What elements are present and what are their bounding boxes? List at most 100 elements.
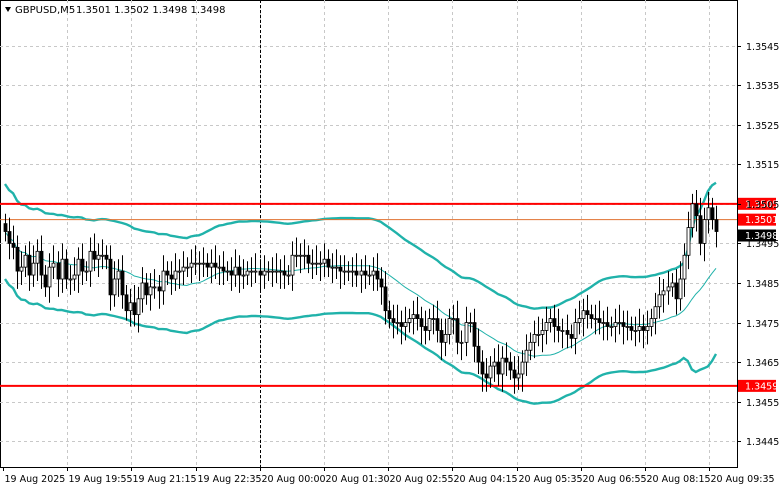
candle-bear	[391, 318, 396, 323]
candle-bull	[609, 326, 614, 328]
candle-bull	[690, 203, 695, 228]
candle-bull	[706, 207, 711, 221]
candle-bull	[346, 270, 351, 273]
candle-bear	[144, 282, 149, 296]
candle-bull	[367, 274, 372, 277]
y-tick-label: 1.3505	[746, 200, 779, 211]
bollinger-lower	[4, 278, 718, 405]
candle-bull	[548, 318, 553, 323]
candle-bull	[560, 330, 565, 332]
candle-bear	[11, 242, 16, 248]
candle-bear	[15, 246, 20, 272]
candle-bear	[415, 314, 420, 319]
candle-bull	[492, 361, 497, 367]
candle-bear	[484, 373, 489, 379]
candle-bull	[201, 262, 206, 265]
candle-bull	[653, 306, 658, 319]
candle-bull	[152, 286, 157, 289]
candle-bear	[569, 334, 574, 339]
candle-bear	[169, 274, 174, 280]
candle-bear	[92, 250, 97, 260]
candle-bull	[528, 341, 533, 351]
y-tick-label: 1.3465	[746, 358, 779, 369]
candle-bear	[326, 258, 331, 268]
price-axis: 1.35451.35351.35251.35151.35051.34951.34…	[737, 42, 779, 448]
candle-bear	[694, 203, 699, 217]
y-tick-label: 1.3545	[746, 42, 779, 53]
candle-bull	[500, 357, 505, 375]
candle-bull	[661, 290, 666, 296]
candle-bear	[56, 262, 61, 280]
candle-bear	[476, 345, 481, 363]
candle-bull	[136, 298, 141, 316]
candle-bull	[290, 254, 295, 276]
candle-bull	[601, 322, 606, 324]
candle-bear	[597, 318, 602, 323]
candle-bear	[213, 262, 218, 268]
candle-bear	[39, 250, 44, 276]
x-tick-label: 19 Aug 22:35	[198, 474, 262, 485]
candle-bull	[395, 322, 400, 324]
candle-bull	[128, 302, 133, 312]
candle-bear	[379, 278, 384, 288]
candle-bull	[31, 262, 36, 276]
candle-bull	[464, 322, 469, 343]
candle-bull	[670, 282, 675, 288]
bid-tag-label: 1.3501	[745, 215, 778, 226]
candle-bear	[698, 215, 703, 244]
candle-bear	[589, 314, 594, 319]
chart-header: GBPUSD,M5 1.3501 1.3502 1.3498 1.3498	[5, 5, 226, 16]
candle-bull	[161, 270, 166, 292]
candle-bull	[468, 322, 473, 324]
candle-bull	[185, 266, 190, 269]
y-tick-label: 1.3525	[746, 121, 779, 132]
x-tick-label: 19 Aug 2025	[5, 474, 66, 485]
time-axis: 19 Aug 2025 19 Aug 19:55 19 Aug 21:15 19 Au…	[3, 467, 775, 485]
y-tick-label: 1.3445	[746, 437, 779, 448]
candle-bull	[278, 270, 283, 273]
candle-bull	[96, 254, 101, 260]
last-price-tag	[738, 229, 776, 242]
candle-bull	[342, 270, 347, 273]
candle-bull	[60, 258, 65, 280]
candle-bear	[439, 330, 444, 343]
candle-bear	[435, 318, 440, 331]
candle-bear	[621, 322, 626, 327]
candle-bull	[702, 219, 707, 244]
x-tick-label: 20 Aug 00:00	[262, 474, 326, 485]
candle-bull	[294, 254, 299, 257]
collapse-triangle-icon[interactable]	[5, 7, 11, 12]
candle-bull	[678, 278, 683, 300]
candle-bull	[532, 334, 537, 343]
candle-bear	[80, 258, 85, 272]
candle-bear	[714, 219, 719, 232]
candle-bull	[249, 270, 254, 273]
candle-bear	[399, 322, 404, 327]
candle-bear	[710, 207, 715, 221]
x-tick-label: 20 Aug 02:55	[390, 474, 454, 485]
candle-bear	[258, 270, 263, 276]
level-tag-label: 1.3505	[745, 199, 778, 210]
candle-bull	[403, 322, 408, 327]
candle-bull	[51, 262, 56, 268]
candle-bear	[552, 318, 557, 327]
y-tick-label: 1.3455	[746, 398, 779, 409]
candle-bull	[286, 274, 291, 277]
candle-bull	[209, 262, 214, 268]
candle-bear	[124, 294, 129, 312]
candle-bull	[666, 286, 671, 292]
candle-bull	[593, 318, 598, 320]
candle-bear	[455, 318, 460, 343]
candle-bull	[657, 294, 662, 308]
symbol-label: GBPUSD,M5	[15, 5, 75, 16]
y-tick-label: 1.3475	[746, 319, 779, 330]
candle-bear	[165, 270, 170, 276]
candle-bear	[7, 231, 12, 244]
last-price-label: 1.3498	[745, 231, 778, 242]
candle-bear	[556, 326, 561, 331]
x-tick-label: 20 Aug 01:30	[326, 474, 390, 485]
candle-bear	[472, 322, 477, 347]
candle-bear	[496, 361, 501, 375]
candle-bear	[629, 326, 634, 331]
